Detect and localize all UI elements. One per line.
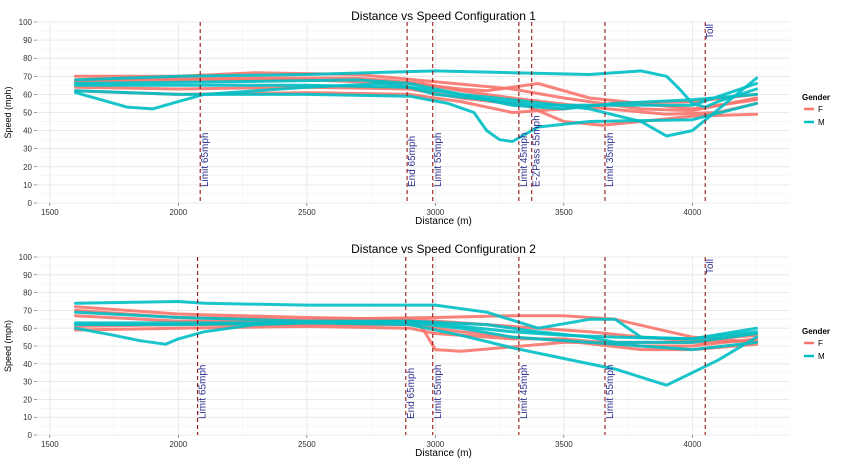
marker-label: Limit 35mph [605, 133, 616, 187]
x-tick-label: 2000 [169, 208, 187, 217]
marker-label: End 65mph [407, 136, 418, 187]
legend-title: Gender [802, 327, 830, 336]
series-line-m [74, 89, 759, 143]
marker-label: Limit 55mph [605, 365, 616, 419]
series-line-m [74, 82, 759, 107]
series-line-m [74, 300, 759, 341]
marker-label: E-ZPass 55mph [532, 115, 543, 187]
x-tick-label: 2000 [169, 440, 187, 449]
x-tick-label: 2500 [298, 208, 316, 217]
y-tick-label: 30 [23, 378, 32, 387]
x-axis-label: Distance (m) [415, 216, 472, 227]
chart-title: Distance vs Speed Configuration 1 [351, 9, 536, 23]
legend-label: F [818, 105, 823, 114]
y-tick-label: 50 [23, 109, 32, 118]
x-axis-label: Distance (m) [415, 448, 472, 459]
x-tick-label: 3500 [555, 440, 573, 449]
x-tick-label: 3000 [426, 208, 444, 217]
marker-label: Toll [705, 259, 716, 274]
legend-label: M [818, 352, 825, 361]
y-tick-label: 100 [19, 253, 33, 262]
marker-label: Limit 45mph [519, 133, 530, 187]
series-line-m [74, 321, 759, 352]
y-tick-label: 10 [23, 181, 32, 190]
y-axis-label: Speed (mph) [3, 86, 13, 138]
y-tick-label: 30 [23, 145, 32, 154]
x-tick-label: 3000 [426, 440, 444, 449]
y-tick-label: 20 [23, 395, 32, 404]
legend-label: M [818, 118, 825, 127]
chart-panel-1: Distance vs Speed Configuration 1 0 10 20 30… [3, 9, 830, 227]
y-tick-label: 90 [23, 36, 32, 45]
y-tick-label: 0 [28, 431, 33, 440]
marker-label: Toll [705, 24, 716, 39]
series-line-m [74, 76, 759, 138]
y-tick-label: 60 [23, 90, 32, 99]
marker-label: Limit 55mph [433, 133, 444, 187]
legend-title: Gender [802, 93, 830, 102]
x-tick-label: 3500 [555, 208, 573, 217]
marker-label: Limit 45mph [519, 365, 530, 419]
series-line-f [74, 76, 759, 116]
y-tick-label: 70 [23, 72, 32, 81]
y-tick-label: 20 [23, 163, 32, 172]
y-tick-label: 80 [23, 54, 32, 63]
marker-label: Limit 55mph [433, 365, 444, 419]
y-tick-label: 70 [23, 306, 32, 315]
legend-label: F [818, 339, 823, 348]
x-tick-label: 4000 [683, 440, 701, 449]
x-tick-label: 2500 [298, 440, 316, 449]
marker-label: Limit 65mph [198, 365, 209, 419]
chart-title: Distance vs Speed Configuration 2 [351, 242, 536, 256]
y-tick-label: 100 [19, 18, 33, 27]
y-axis-label: Speed (mph) [3, 320, 13, 372]
y-tick-label: 40 [23, 360, 32, 369]
y-tick-label: 0 [28, 199, 33, 208]
series-line-m [74, 310, 759, 341]
marker-label: End 65mph [406, 368, 417, 419]
x-tick-label: 1500 [41, 440, 59, 449]
y-tick-label: 80 [23, 289, 32, 298]
marker-label: Limit 65mph [200, 133, 211, 187]
y-tick-label: 60 [23, 324, 32, 333]
x-tick-label: 4000 [683, 208, 701, 217]
y-tick-label: 10 [23, 413, 32, 422]
y-tick-label: 90 [23, 271, 32, 280]
series-line-m [74, 321, 759, 387]
y-tick-label: 40 [23, 127, 32, 136]
chart-panel-2: Distance vs Speed Configuration 2 0 10 20 30… [3, 242, 830, 459]
y-tick-label: 50 [23, 342, 32, 351]
x-tick-label: 1500 [41, 208, 59, 217]
